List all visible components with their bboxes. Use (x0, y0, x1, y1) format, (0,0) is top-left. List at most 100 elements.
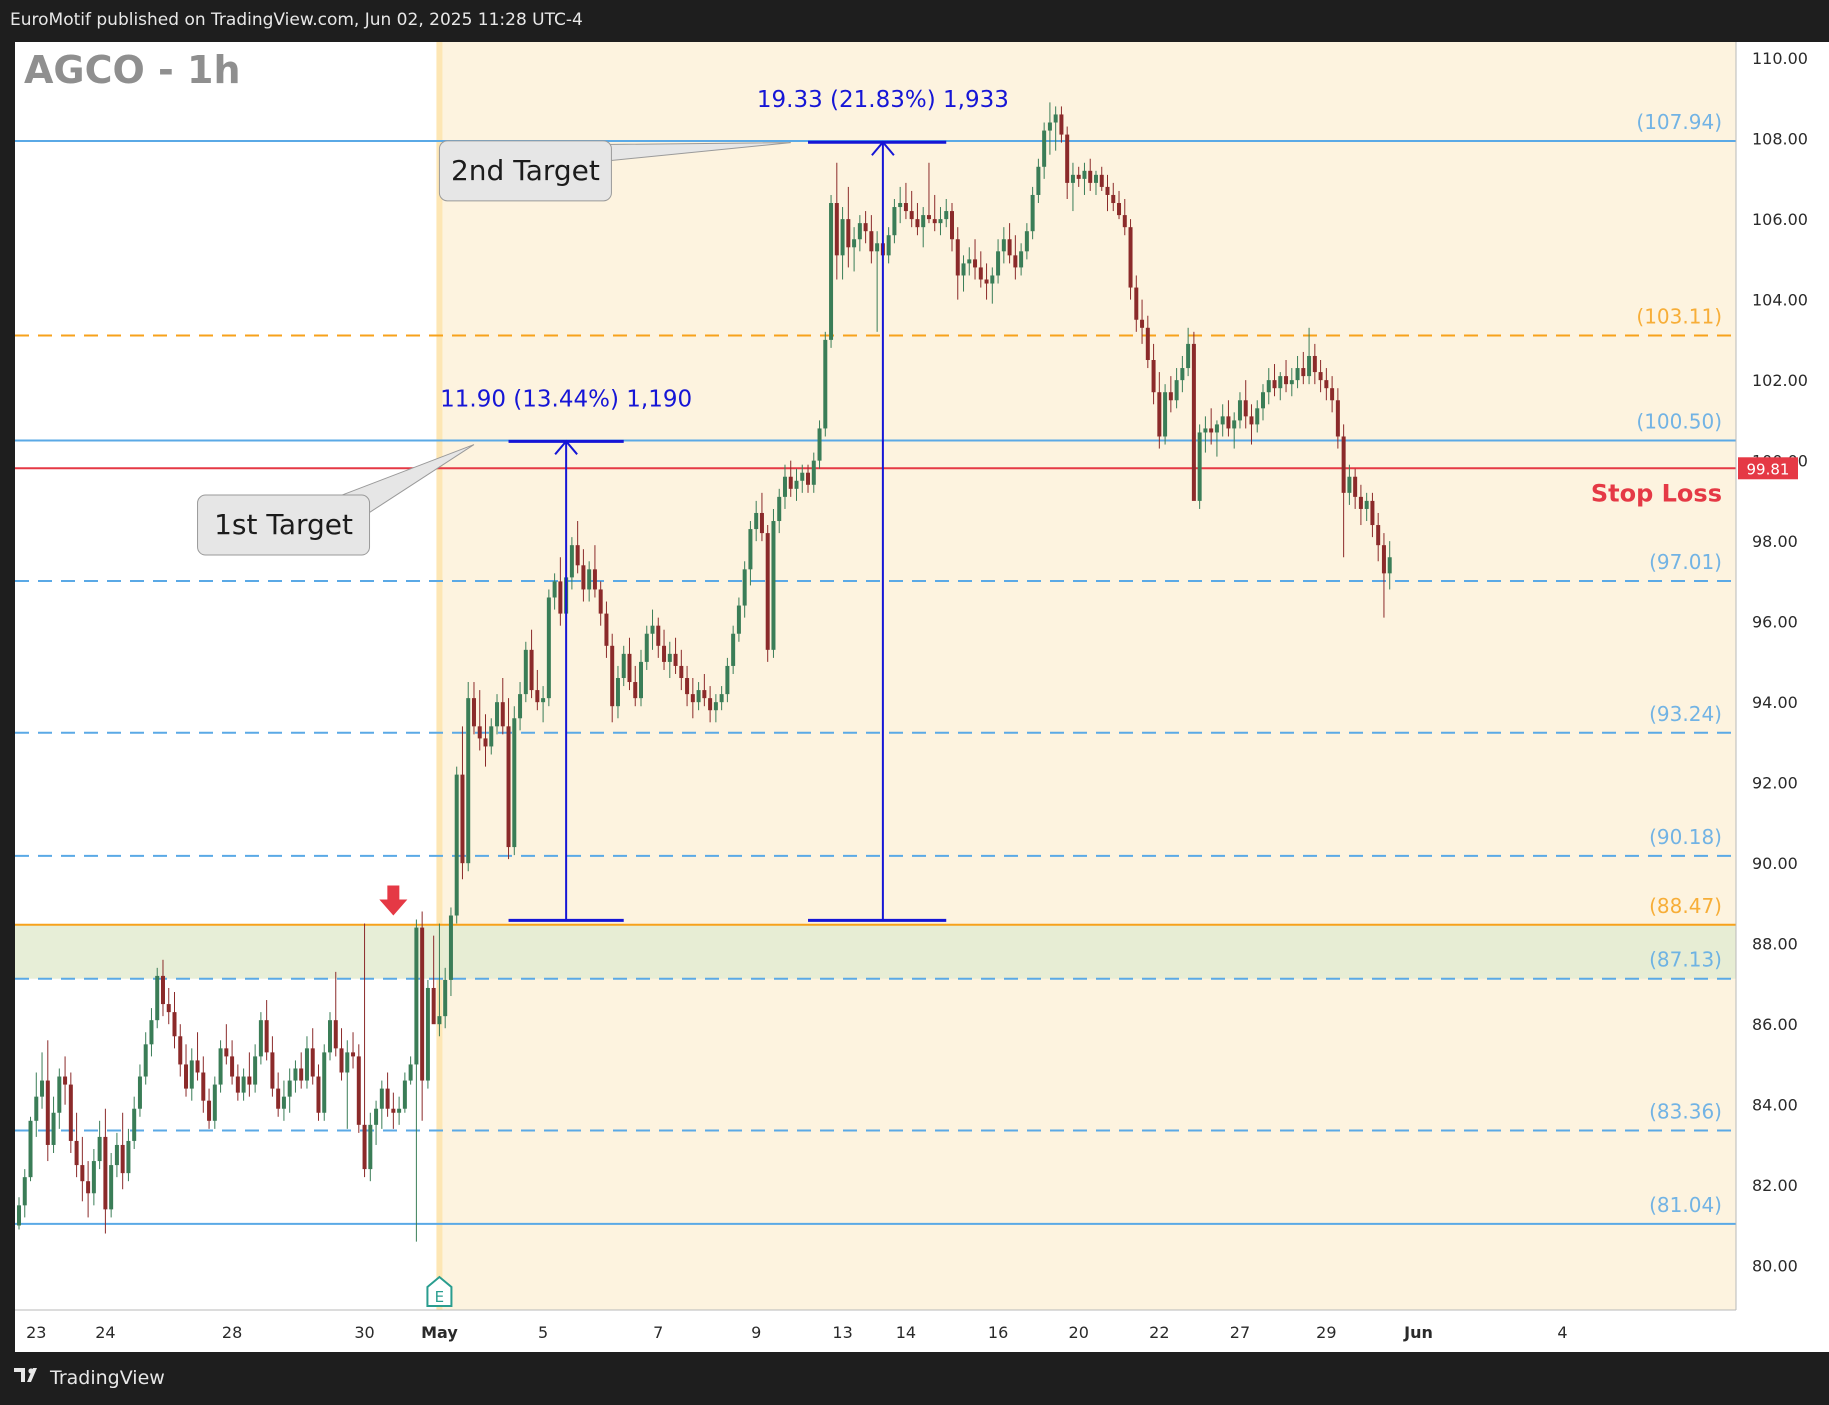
candle-body (898, 203, 903, 208)
candle-body (921, 215, 926, 228)
candle-body (932, 219, 937, 224)
measurements: 11.90 (13.44%) 1,190 19.33 (21.83%) 1,933 (440, 87, 1009, 922)
candle-body (604, 613, 609, 646)
measure-arrowhead (871, 140, 895, 156)
candle-body (702, 690, 707, 699)
candle-body (748, 529, 753, 570)
candle-body (1226, 416, 1231, 429)
candle-body (17, 1205, 21, 1226)
candle-body (184, 1064, 189, 1089)
x-tick-label: 27 (1230, 1323, 1250, 1342)
candle-body (984, 279, 989, 284)
candle-body (529, 649, 534, 691)
candle-body (425, 987, 430, 1081)
measure-label: 11.90 (13.44%) 1,190 (440, 386, 692, 412)
candle-body (1324, 380, 1329, 389)
candle-body (1047, 122, 1052, 131)
candle-body (1381, 545, 1386, 574)
candle-body (506, 726, 511, 848)
candle-body (362, 1124, 367, 1170)
candle-body (351, 1052, 356, 1057)
candle-body (1128, 227, 1133, 288)
candle-body (990, 275, 995, 284)
candle-body (114, 1144, 119, 1166)
chart-title: AGCO - 1h (24, 48, 241, 92)
candle-body (961, 263, 966, 276)
candle-body (1191, 343, 1196, 501)
candle-body (91, 1161, 96, 1194)
candle-body (224, 1048, 229, 1057)
candle-body (1180, 368, 1185, 381)
candle-body (1387, 557, 1392, 574)
candle-body (1076, 174, 1081, 179)
candle-body (385, 1088, 390, 1109)
candle-body (886, 235, 891, 256)
x-axis-panel (15, 1310, 1829, 1352)
candle-body (304, 1048, 309, 1081)
candle-body (448, 915, 453, 980)
candle-body (1122, 215, 1127, 228)
candle-body (339, 1048, 344, 1073)
candle-body (765, 533, 770, 650)
candle-body (391, 1108, 396, 1113)
level-label: (88.47) (1649, 894, 1722, 918)
stop-loss-badge (1738, 457, 1798, 480)
x-tick-label: Jun (1403, 1323, 1433, 1342)
y-tick-label: 86.00 (1752, 1015, 1798, 1034)
candle-body (68, 1084, 73, 1141)
candle-body (368, 1124, 373, 1170)
candle-body (535, 690, 540, 703)
y-tick-label: 94.00 (1752, 693, 1798, 712)
candle-body (713, 702, 718, 711)
candle-body (926, 215, 931, 220)
candle-body (1042, 130, 1047, 167)
candle-body (1036, 166, 1041, 195)
candle-body (160, 975, 165, 1005)
x-tick-label: 14 (896, 1323, 916, 1342)
y-axis-panel (1736, 42, 1829, 1310)
candle-body (950, 211, 954, 240)
candle-body (1266, 380, 1271, 393)
candle-body (696, 690, 701, 703)
candle-body (500, 702, 505, 727)
candle-body (1145, 327, 1150, 361)
candle-body (1335, 400, 1340, 437)
y-tick-label: 110.00 (1752, 49, 1808, 68)
y-tick-label: 106.00 (1752, 210, 1808, 229)
callout-box (197, 494, 371, 556)
candle-body (541, 698, 546, 703)
candle-body (1105, 186, 1110, 195)
candle-body (132, 1108, 137, 1141)
candle-body (379, 1088, 384, 1109)
callouts: 1st Target 2nd Target (197, 140, 791, 556)
candle-body (34, 1096, 39, 1121)
candle-body (587, 569, 592, 590)
candle-body (207, 1100, 212, 1121)
candle-body (1134, 287, 1139, 320)
candle-body (40, 1080, 45, 1097)
candle-body (973, 259, 978, 268)
level-label: (90.18) (1649, 825, 1722, 849)
candle-body (892, 207, 897, 236)
y-tick-label: 96.00 (1752, 613, 1798, 632)
candle-body (195, 1060, 200, 1073)
candle-body (742, 569, 747, 606)
candle-body (523, 649, 528, 695)
candle-body (253, 1056, 258, 1085)
candle-body (1070, 174, 1075, 183)
axis-overlays: 99.81 (1738, 457, 1798, 480)
candle-body (97, 1136, 102, 1162)
level-label: (107.94) (1636, 110, 1722, 134)
x-tick-label: May (421, 1323, 458, 1342)
candle-body (333, 1020, 338, 1049)
candlesticks (17, 102, 1392, 1242)
candle-body (86, 1181, 91, 1194)
candle-body (431, 987, 436, 1025)
y-tick-label: 102.00 (1752, 371, 1808, 390)
candle-body (685, 678, 690, 695)
callout-box (438, 140, 612, 202)
candle-body (483, 738, 488, 747)
candle-body (270, 1052, 275, 1089)
candle-body (736, 605, 741, 634)
candle-body (408, 1064, 413, 1081)
